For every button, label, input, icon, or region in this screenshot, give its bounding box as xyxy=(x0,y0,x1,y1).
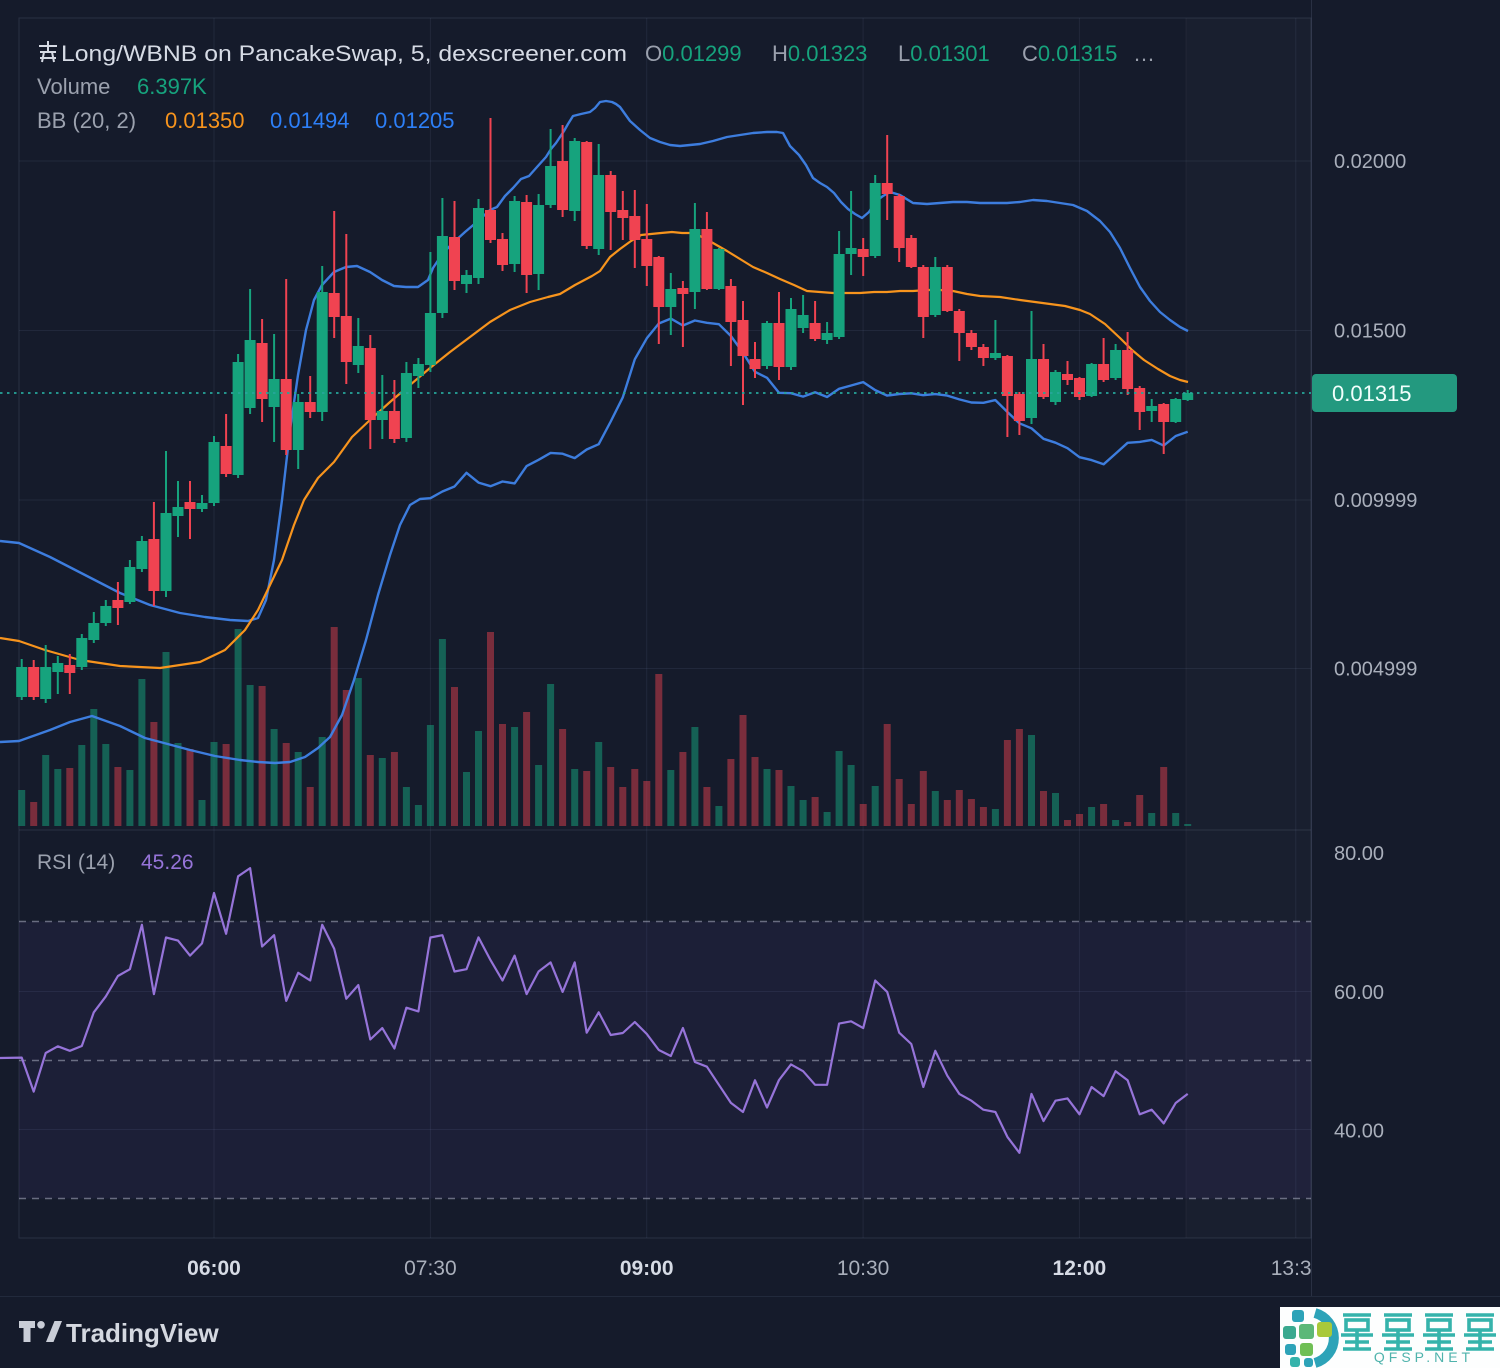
svg-text:TradingView: TradingView xyxy=(66,1318,219,1348)
svg-text:RSI (14): RSI (14) xyxy=(37,851,115,874)
svg-text:13:30: 13:30 xyxy=(1271,1257,1324,1280)
svg-text:H0.01323: H0.01323 xyxy=(772,41,867,66)
svg-text:06:00: 06:00 xyxy=(187,1257,241,1280)
svg-text:10:30: 10:30 xyxy=(837,1257,890,1280)
svg-text:C0.01315: C0.01315 xyxy=(1022,41,1117,66)
svg-text:80.00: 80.00 xyxy=(1334,843,1384,865)
svg-text:0.01500: 0.01500 xyxy=(1334,321,1406,343)
svg-text:45.26: 45.26 xyxy=(141,851,194,874)
svg-text:60.00: 60.00 xyxy=(1334,982,1384,1004)
svg-text:L0.01301: L0.01301 xyxy=(898,41,990,66)
svg-text:…: … xyxy=(1133,41,1155,66)
svg-text:Long/WBNB on PancakeSwap, 5, d: Long/WBNB on PancakeSwap, 5, dexscreener… xyxy=(61,41,627,66)
svg-text:07:30: 07:30 xyxy=(404,1257,457,1280)
svg-text:0.01494: 0.01494 xyxy=(270,108,350,133)
svg-text:0.02000: 0.02000 xyxy=(1334,151,1406,173)
svg-text:0.01350: 0.01350 xyxy=(165,108,245,133)
svg-text:0.009999: 0.009999 xyxy=(1334,490,1417,512)
svg-text:O0.01299: O0.01299 xyxy=(645,41,742,66)
svg-text:09:00: 09:00 xyxy=(620,1257,674,1280)
svg-text:BB (20, 2): BB (20, 2) xyxy=(37,108,136,133)
svg-text:QFSP.NET: QFSP.NET xyxy=(1374,1349,1474,1365)
svg-text:0.01315: 0.01315 xyxy=(1332,381,1412,406)
svg-text:0.004999: 0.004999 xyxy=(1334,659,1417,681)
svg-text:40.00: 40.00 xyxy=(1334,1121,1384,1143)
svg-text:6.397K: 6.397K xyxy=(137,74,207,99)
svg-text:Volume: Volume xyxy=(37,74,110,99)
svg-text:12:00: 12:00 xyxy=(1053,1257,1107,1280)
svg-text:0.01205: 0.01205 xyxy=(375,108,455,133)
